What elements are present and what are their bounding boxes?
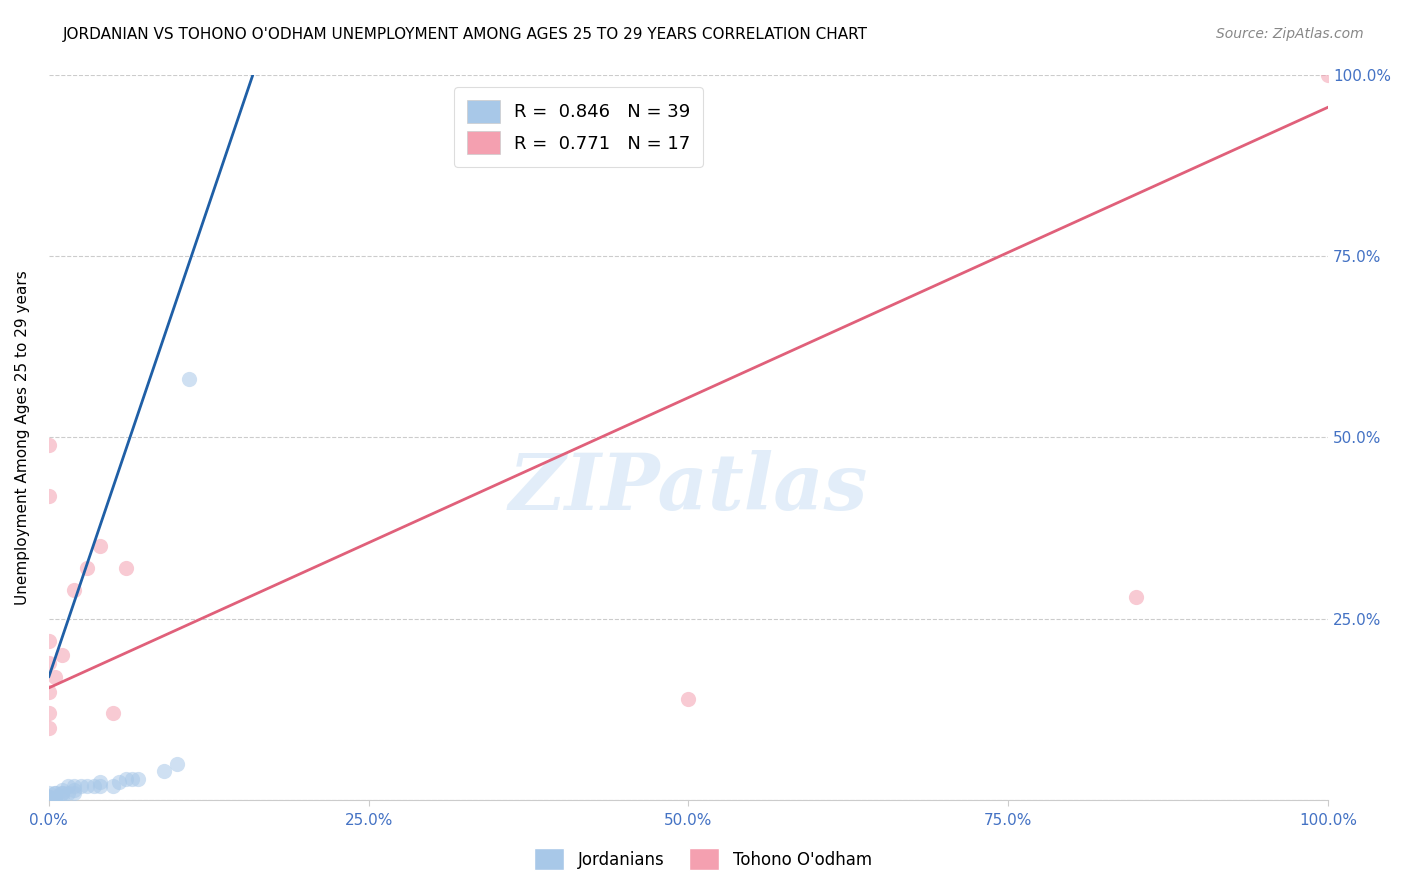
Point [83,779,105,793]
Point [69,779,91,793]
Point [166,757,188,772]
Text: Source: ZipAtlas.com: Source: ZipAtlas.com [1216,27,1364,41]
Point [38,786,60,800]
Point [63,779,86,793]
Point [56,786,79,800]
Point [51,789,73,804]
Point [38,633,60,648]
Point [44,793,66,807]
Point [44,786,66,800]
Point [63,782,86,797]
Point [38,793,60,807]
Y-axis label: Unemployment Among Ages 25 to 29 years: Unemployment Among Ages 25 to 29 years [15,270,30,605]
Point [38,793,60,807]
Point [121,772,143,786]
Text: JORDANIAN VS TOHONO O'ODHAM UNEMPLOYMENT AMONG AGES 25 TO 29 YEARS CORRELATION C: JORDANIAN VS TOHONO O'ODHAM UNEMPLOYMENT… [63,27,869,42]
Point [38,793,60,807]
Point [51,786,73,800]
Point [51,648,73,663]
Point [1125,590,1147,604]
Point [108,775,131,789]
Point [38,793,60,807]
Point [44,670,66,684]
Point [127,772,149,786]
Point [38,793,60,807]
Point [38,793,60,807]
Legend: R =  0.846   N = 39, R =  0.771   N = 17: R = 0.846 N = 39, R = 0.771 N = 17 [454,87,703,167]
Point [89,775,111,789]
Point [63,786,86,800]
Point [56,779,79,793]
Point [678,691,700,706]
Point [114,561,136,575]
Point [38,793,60,807]
Point [51,782,73,797]
Point [1317,68,1340,82]
Point [38,706,60,721]
Point [38,789,60,804]
Point [38,789,60,804]
Point [38,721,60,735]
Point [114,772,136,786]
Point [38,793,60,807]
Point [63,582,86,597]
Point [101,779,124,793]
Point [44,789,66,804]
Point [38,656,60,670]
Text: ZIPatlas: ZIPatlas [509,450,868,526]
Point [179,372,201,386]
Point [76,561,98,575]
Point [38,793,60,807]
Point [44,793,66,807]
Point [89,540,111,554]
Point [44,786,66,800]
Point [38,684,60,698]
Point [38,489,60,503]
Point [89,779,111,793]
Point [153,764,176,779]
Point [76,779,98,793]
Point [101,706,124,721]
Point [38,438,60,452]
Legend: Jordanians, Tohono O'odham: Jordanians, Tohono O'odham [527,842,879,877]
Point [51,786,73,800]
